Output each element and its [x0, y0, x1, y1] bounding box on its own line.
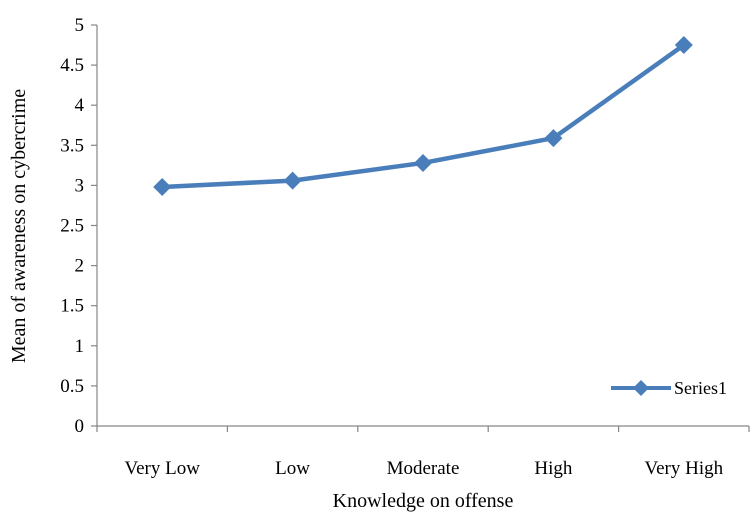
x-axis-title: Knowledge on offense — [333, 490, 514, 512]
y-tick-label: 0.5 — [60, 376, 84, 397]
y-tick-label: 3.5 — [60, 135, 84, 156]
y-tick-label: 1 — [75, 336, 85, 357]
data-point-marker — [544, 129, 563, 148]
data-point-marker — [283, 171, 302, 190]
y-axis: 0 0.5 1 1.5 2 2.5 3 3.5 4 4.5 5 — [60, 15, 98, 437]
x-category-label: Very High — [644, 458, 723, 479]
y-tick-label: 5 — [75, 15, 85, 36]
y-tick-label: 2.5 — [60, 216, 84, 237]
legend-label-series1: Series1 — [674, 378, 727, 398]
series-layer — [153, 36, 693, 197]
legend: Series1 — [611, 378, 727, 398]
x-category-label: Very Low — [124, 458, 200, 479]
x-axis: Very Low Low Moderate High Very High — [96, 425, 750, 479]
y-tick-label: 0 — [75, 416, 85, 437]
y-axis-title: Mean of awareness on cybercrime — [8, 89, 30, 363]
data-point-marker — [674, 36, 693, 55]
data-point-marker — [153, 178, 172, 197]
y-tick-label: 3 — [75, 175, 85, 196]
y-tick-label: 1.5 — [60, 296, 84, 317]
x-category-label: High — [534, 458, 573, 479]
y-tick-label: 4.5 — [60, 55, 84, 76]
y-tick-label: 2 — [75, 256, 85, 277]
legend-marker-series1 — [633, 380, 649, 396]
y-tick-label: 4 — [75, 95, 85, 116]
x-category-label: Low — [275, 458, 310, 479]
x-category-label: Moderate — [387, 458, 460, 479]
data-point-marker — [414, 153, 432, 172]
